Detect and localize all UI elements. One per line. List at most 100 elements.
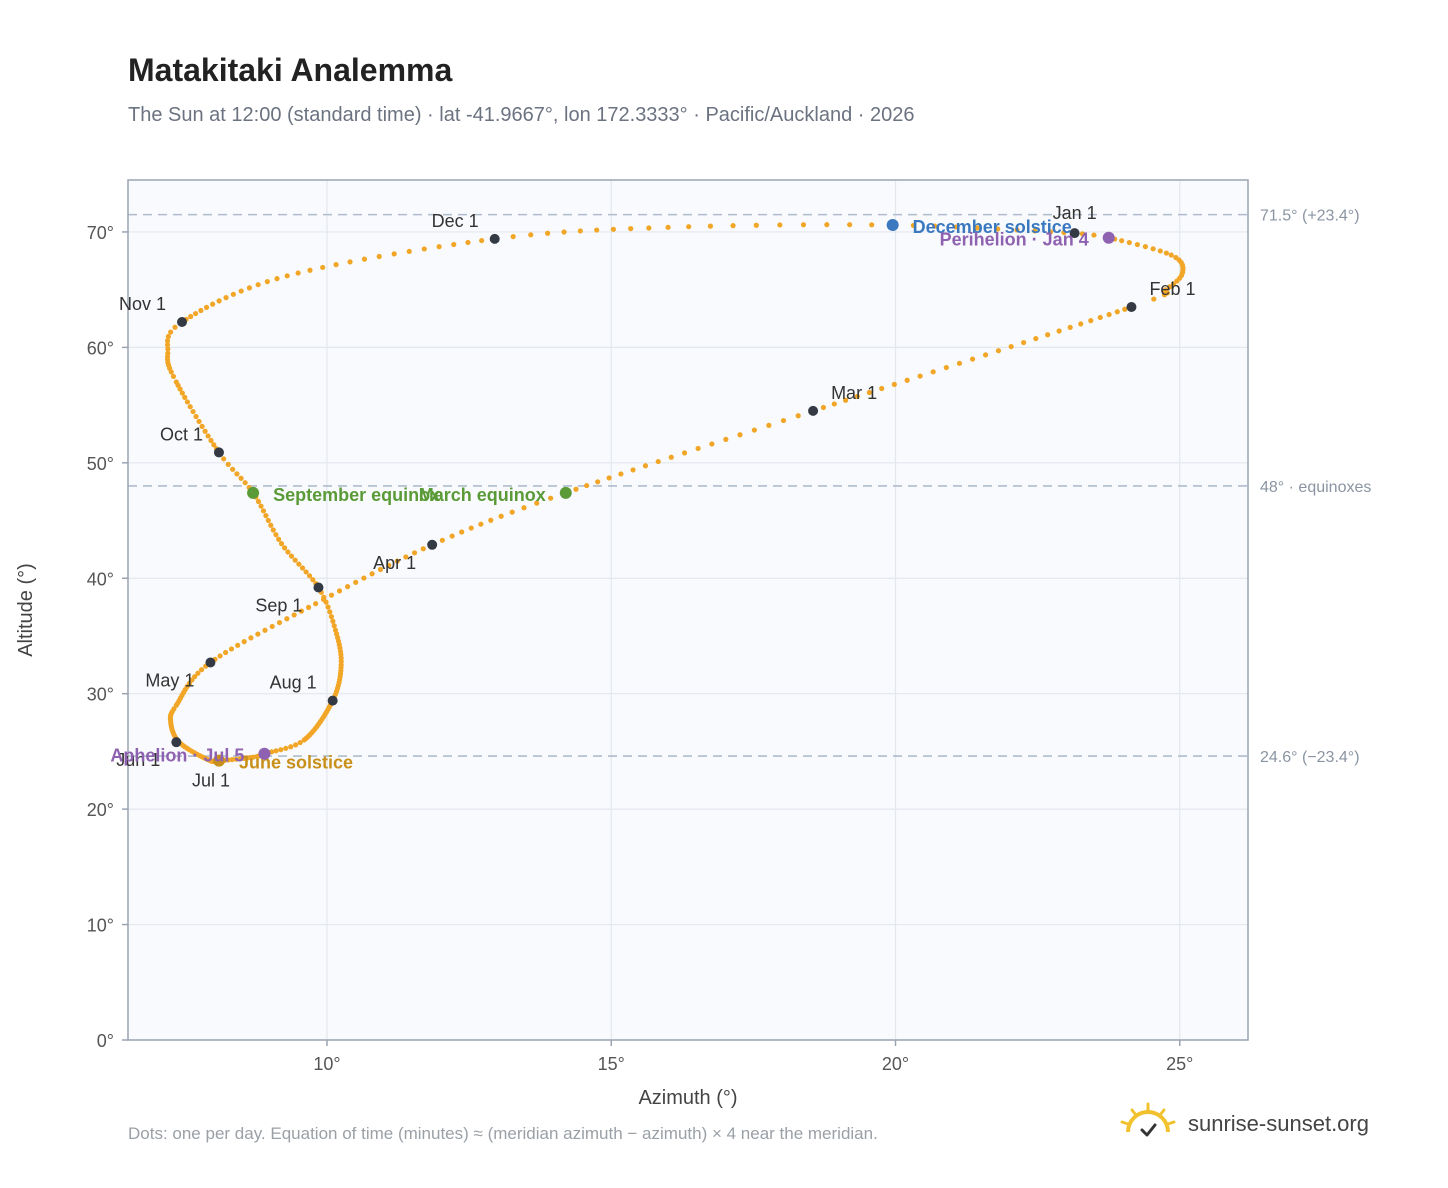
- daily-sun-dot: [831, 401, 837, 407]
- daily-sun-dot: [479, 237, 485, 244]
- brand-name[interactable]: sunrise-sunset.org: [1188, 1111, 1369, 1136]
- event-label: December solstice: [913, 217, 1072, 237]
- daily-sun-dot: [910, 222, 917, 229]
- daily-sun-dot: [974, 225, 980, 231]
- daily-sun-dot: [917, 373, 923, 379]
- daily-sun-dot: [225, 461, 231, 467]
- daily-sun-dot: [205, 433, 211, 439]
- x-tick-label: 10°: [313, 1054, 340, 1074]
- daily-sun-dot: [1119, 238, 1125, 244]
- daily-sun-dot: [498, 513, 504, 519]
- daily-sun-dot: [233, 756, 239, 762]
- daily-sun-dot: [260, 508, 267, 514]
- daily-sun-dot: [465, 239, 471, 246]
- daily-sun-dot: [595, 479, 601, 485]
- y-tick-label: 30°: [87, 685, 114, 705]
- plot-area: [128, 180, 1248, 1040]
- daily-sun-dot: [331, 623, 337, 629]
- daily-sun-dot: [228, 646, 235, 652]
- y-tick-label: 40°: [87, 569, 114, 589]
- daily-sun-dot: [780, 417, 787, 424]
- daily-sun-dot: [1047, 229, 1054, 235]
- daily-sun-dot: [320, 264, 326, 271]
- daily-sun-dot: [1174, 278, 1180, 284]
- daily-sun-dot: [1021, 339, 1027, 346]
- daily-sun-dot: [1157, 248, 1163, 254]
- daily-sun-dot: [488, 517, 494, 523]
- month-label: Jul 1: [192, 771, 230, 791]
- daily-sun-dot: [296, 561, 302, 567]
- x-tick-label: 25°: [1166, 1054, 1193, 1074]
- brand[interactable]: sunrise-sunset.org: [1120, 1102, 1369, 1146]
- daily-sun-dot: [824, 222, 830, 228]
- daily-sun-dot: [932, 223, 938, 229]
- daily-sun-dot: [879, 385, 885, 392]
- daily-sun-dot: [234, 471, 240, 477]
- daily-sun-dot: [709, 441, 715, 447]
- daily-sun-dot: [777, 222, 783, 228]
- daily-sun-dot: [1097, 314, 1103, 321]
- reference-lines: 71.5° (+23.4°) 48° · equinoxes 24.6° (−23.…: [128, 208, 1371, 766]
- event-label: June solstice: [239, 753, 353, 773]
- daily-sun-dot: [866, 389, 872, 396]
- daily-sun-dot: [584, 482, 590, 489]
- daily-sun-dot: [847, 222, 853, 228]
- month-label: Nov 1: [119, 294, 166, 314]
- daily-sun-dot: [262, 627, 268, 633]
- footnote: Dots: one per day. Equation of time (min…: [128, 1124, 878, 1143]
- daily-sun-dot: [168, 329, 174, 335]
- daily-sun-dot: [187, 404, 193, 410]
- daily-sun-dot: [210, 301, 216, 307]
- daily-sun-dot: [248, 635, 254, 641]
- y-tick-label: 50°: [87, 454, 114, 474]
- daily-sun-dot: [995, 348, 1002, 354]
- daily-sun-dot: [321, 594, 327, 600]
- reference-line-label: 71.5° (+23.4°): [1260, 208, 1360, 225]
- daily-sun-dot: [276, 536, 282, 542]
- daily-sun-dot: [1079, 231, 1085, 237]
- daily-sun-dot: [1045, 332, 1051, 338]
- daily-sun-dot: [284, 616, 290, 622]
- daily-sun-dot: [843, 397, 849, 403]
- daily-sun-dot: [230, 291, 236, 297]
- daily-sun-dot: [403, 554, 409, 560]
- daily-sun-dot: [336, 588, 343, 594]
- daily-sun-dot: [1151, 296, 1157, 302]
- daily-sun-dot: [377, 566, 384, 573]
- daily-sun-dot: [630, 467, 636, 473]
- daily-sun-dot: [459, 529, 465, 535]
- daily-sun-dot: [284, 273, 290, 279]
- x-tick-label: 20°: [882, 1054, 909, 1074]
- daily-sun-dot: [313, 601, 319, 607]
- daily-sun-dot: [361, 575, 367, 581]
- daily-sun-dot: [303, 569, 309, 575]
- daily-sun-dot: [1106, 311, 1112, 318]
- daily-sun-dot: [930, 369, 936, 375]
- daily-sun-dot: [1056, 328, 1062, 334]
- daily-sun-dot: [190, 408, 196, 415]
- daily-sun-dot: [307, 267, 313, 273]
- daily-sun-dot: [956, 360, 963, 366]
- daily-sun-dot: [1122, 306, 1128, 312]
- event-label: Aphelion · Jul 5: [110, 746, 244, 766]
- daily-sun-dot: [854, 393, 860, 400]
- daily-sun-dot: [273, 532, 279, 538]
- daily-sun-dot: [561, 229, 567, 235]
- daily-sun-dot: [242, 480, 248, 486]
- daily-sun-dot: [269, 623, 275, 630]
- daily-sun-dot: [222, 649, 229, 656]
- daily-sun-dot: [288, 553, 295, 559]
- month-label: Mar 1: [831, 383, 877, 403]
- daily-sun-dot: [306, 573, 313, 579]
- daily-sun-dot: [1168, 252, 1174, 258]
- daily-sun-dot: [436, 244, 442, 250]
- daily-sun-dot: [820, 404, 827, 411]
- reference-line-label: 24.6° (−23.4°): [1260, 749, 1360, 766]
- month-markers: Jan 1 Feb 1 Mar 1 Apr 1 May 1 Jun 1 Jul 1 Aug 1…: [116, 203, 1195, 791]
- daily-sun-dot: [221, 456, 227, 462]
- month-marker: [489, 233, 500, 244]
- daily-sun-dot: [202, 428, 208, 434]
- month-label: Jun 1: [116, 750, 160, 770]
- daily-sun-dot: [995, 226, 1001, 232]
- month-marker: [1069, 228, 1080, 239]
